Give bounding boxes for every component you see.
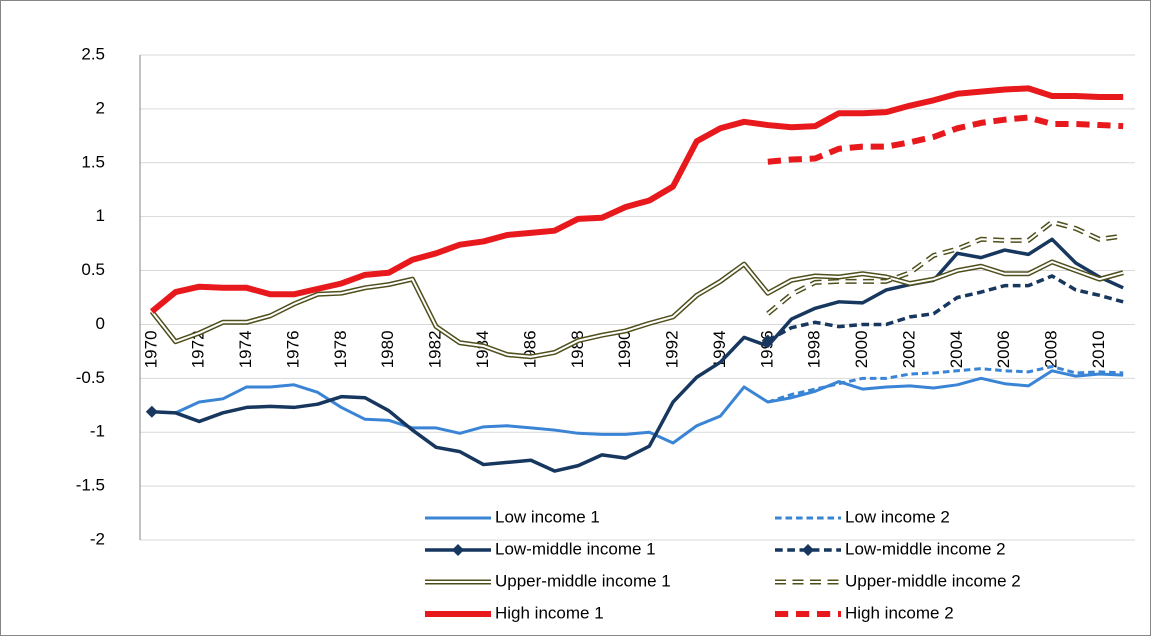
x-tick-label: 2008 (1042, 330, 1061, 368)
x-tick-label: 2004 (947, 330, 966, 368)
series-line (151, 237, 1124, 473)
legend-marker (452, 544, 464, 556)
x-tick-label: 1988 (568, 330, 587, 368)
x-tick-label: 2006 (994, 330, 1013, 368)
series-line (149, 85, 1124, 314)
series-line-inner (767, 221, 1124, 315)
x-tick-label: 1990 (615, 330, 634, 368)
y-tick-label: -0.5 (76, 368, 105, 387)
legend-label: High income 2 (845, 603, 954, 622)
x-tick-label: 1976 (283, 330, 302, 368)
y-tick-label: 2 (96, 98, 105, 117)
series-line (766, 274, 1124, 343)
x-tick-label: 1986 (520, 330, 539, 368)
legend-label: Low income 2 (845, 507, 950, 526)
x-tick-label: 1982 (426, 330, 445, 368)
x-tick-label: 2010 (1089, 330, 1108, 368)
y-tick-label: -1 (90, 422, 105, 441)
x-tick-label: 1970 (141, 330, 160, 368)
y-tick-label: -2 (90, 529, 105, 548)
y-tick-label: 1.5 (81, 152, 105, 171)
series-marker (761, 334, 774, 347)
x-tick-label: 1972 (189, 330, 208, 368)
legend-label: Low-middle income 1 (495, 539, 656, 558)
legend-label: High income 1 (495, 603, 604, 622)
x-tick-label: 1978 (331, 330, 350, 368)
x-tick-label: 1980 (378, 330, 397, 368)
y-tick-label: 0 (96, 314, 105, 333)
y-tick-label: 2.5 (81, 44, 105, 63)
series-line (151, 369, 1124, 445)
y-tick-label: 0.5 (81, 260, 105, 279)
legend-label: Low-middle income 2 (845, 539, 1006, 558)
x-tick-label: 1998 (805, 330, 824, 368)
legend-marker (802, 544, 814, 556)
series-line-inner (151, 260, 1124, 358)
legend-label: Low income 1 (495, 507, 600, 526)
series-marker (145, 405, 158, 418)
x-tick-label: 1984 (473, 330, 492, 368)
series-line (767, 364, 1124, 404)
x-tick-label: 1992 (663, 330, 682, 368)
y-tick-label: 1 (96, 206, 105, 225)
x-tick-label: 2000 (852, 330, 871, 368)
x-tick-label: 1974 (236, 330, 255, 368)
x-tick-label: 2002 (899, 330, 918, 368)
series-line (767, 114, 1124, 165)
legend-label: Upper-middle income 1 (495, 571, 671, 590)
y-tick-label: -1.5 (76, 476, 105, 495)
legend-label: Upper-middle income 2 (845, 571, 1021, 590)
